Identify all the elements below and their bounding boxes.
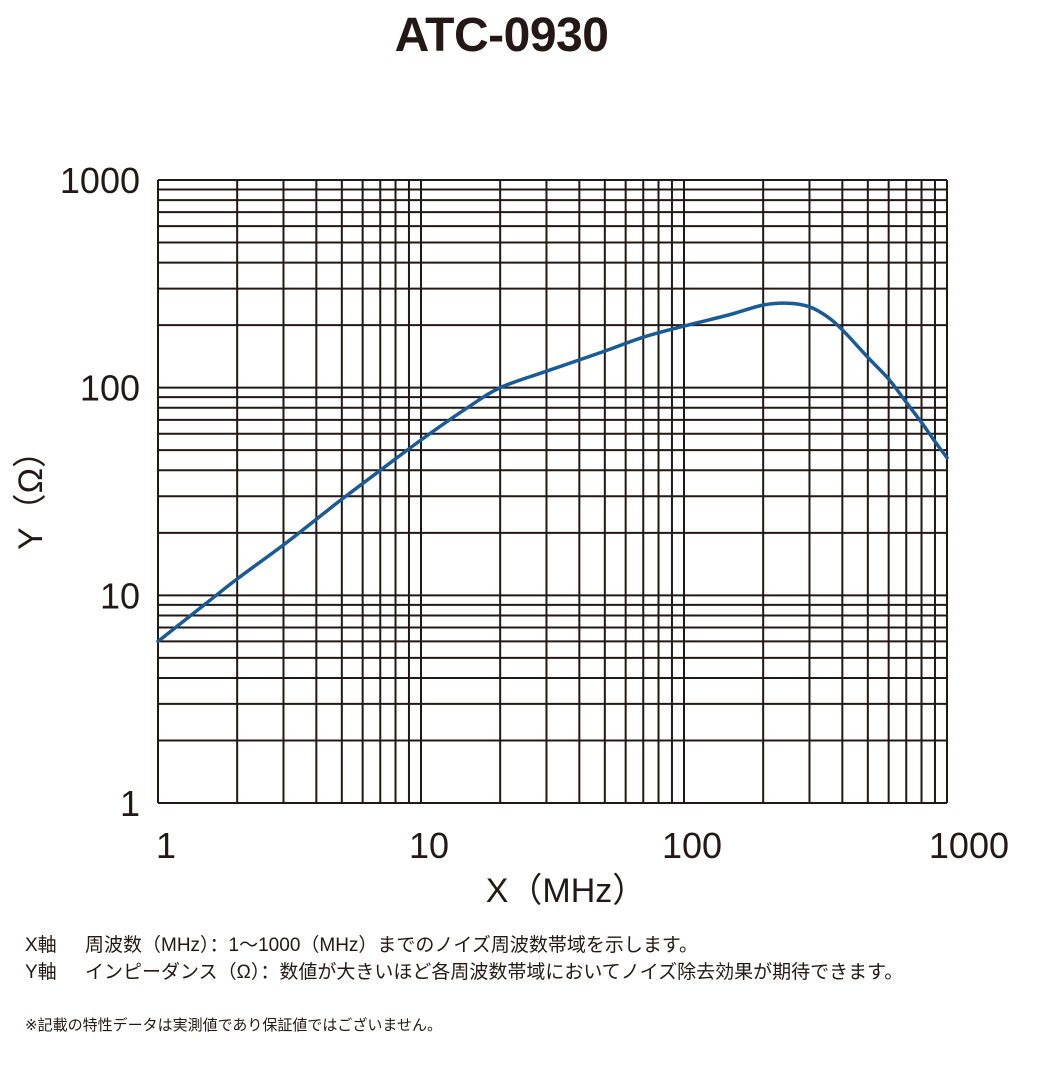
footnote: ※記載の特性データは実測値であり保証値ではございません。: [25, 1017, 442, 1034]
x-tick-label: 1: [156, 825, 176, 866]
x-tick-label: 10: [409, 825, 449, 866]
grid: [157, 179, 948, 804]
axis-notes: X軸 周波数（MHz）：1〜1000（MHz）までのノイズ周波数帯域を示します。 …: [25, 932, 903, 986]
y-axis-note-key: Y軸: [25, 962, 57, 983]
y-tick-label: 1: [120, 783, 140, 824]
chart-title: ATC-0930: [394, 9, 609, 62]
y-axis-label: Y（Ω）: [12, 434, 50, 550]
x-axis-note-text: 周波数（MHz）：1〜1000（MHz）までのノイズ周波数帯域を示します。: [85, 935, 698, 956]
x-axis-note-key: X軸: [25, 935, 57, 956]
x-axis-note: X軸 周波数（MHz）：1〜1000（MHz）までのノイズ周波数帯域を示します。: [25, 932, 903, 959]
y-axis-note: Y軸 インピーダンス（Ω）：数値が大きいほど各周波数帯域においてノイズ除去効果が期…: [25, 959, 903, 986]
y-tick-label: 1000: [60, 160, 140, 201]
x-tick-label: 100: [662, 825, 722, 866]
y-tick-label: 10: [100, 575, 140, 616]
x-axis-label: X（MHz）: [486, 872, 647, 910]
y-tick-label: 100: [80, 368, 140, 409]
impedance-chart: 1 10 100 1000 1 10 100 1000 X（MHz） Y（Ω）: [12, 160, 1009, 910]
series-line: [156, 301, 949, 644]
x-tick-label: 1000: [929, 825, 1009, 866]
y-axis-note-text: インピーダンス（Ω）：数値が大きいほど各周波数帯域においてノイズ除去効果が期待で…: [85, 962, 904, 983]
tick-labels: 1 10 100 1000 1 10 100 1000: [60, 160, 1009, 866]
